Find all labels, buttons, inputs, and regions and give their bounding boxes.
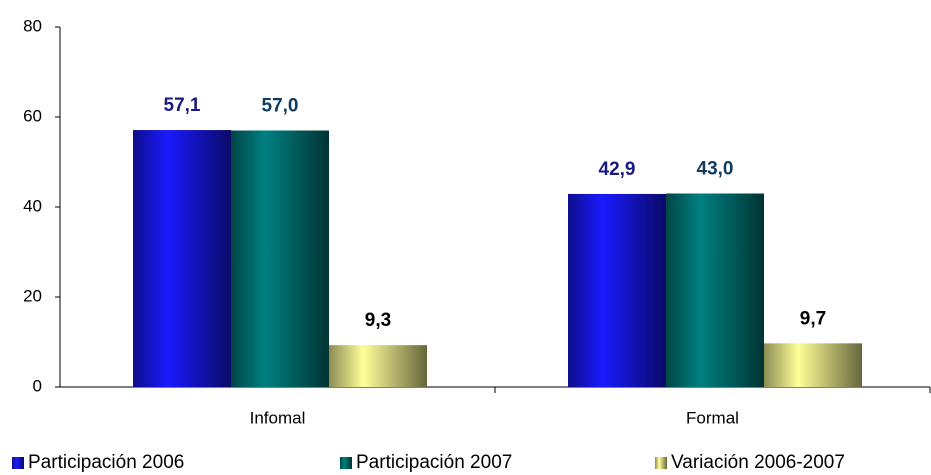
y-tick-label: 40 xyxy=(23,196,42,215)
value-label: 9,3 xyxy=(365,310,391,331)
y-tick-label: 20 xyxy=(23,286,42,305)
x-tick-label: Infomal xyxy=(250,408,306,427)
x-tick-label: Formal xyxy=(686,408,739,427)
value-label: 9,7 xyxy=(800,308,826,329)
legend-swatch xyxy=(655,457,667,469)
value-label: 42,9 xyxy=(599,159,636,180)
value-label: 57,0 xyxy=(262,96,299,117)
legend-label: Participación 2007 xyxy=(356,452,512,473)
bar xyxy=(568,193,666,387)
bar xyxy=(666,193,764,387)
legend-swatch xyxy=(340,457,352,469)
legend-label: Variación 2006-2007 xyxy=(671,452,845,473)
legend-label: Participación 2006 xyxy=(28,452,184,473)
y-tick-label: 80 xyxy=(23,16,42,35)
y-tick-label: 0 xyxy=(33,376,42,395)
bar xyxy=(133,130,231,388)
bar xyxy=(764,343,862,387)
bar xyxy=(329,345,427,387)
bar xyxy=(231,130,329,387)
legend-swatch xyxy=(12,457,24,469)
y-tick-label: 60 xyxy=(23,106,42,125)
value-label: 57,1 xyxy=(164,95,201,116)
value-label: 43,0 xyxy=(697,159,734,180)
